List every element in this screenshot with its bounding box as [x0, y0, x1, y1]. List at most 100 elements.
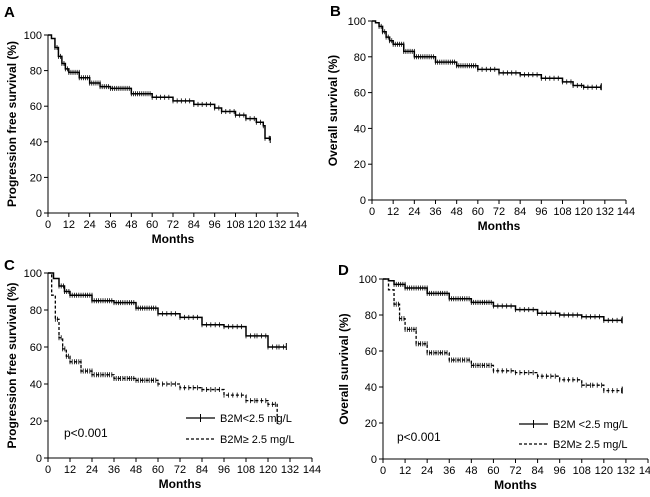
y-tick-label: 100 [348, 16, 366, 28]
x-tick-label: 60 [146, 219, 158, 231]
x-tick-label: 96 [535, 206, 547, 218]
x-tick-label: 84 [196, 464, 208, 476]
y-tick-label: 20 [354, 159, 366, 171]
panel-B: B 0 20 40 60 80 100 0 12 24 36 48 60 72 84 96 108 120 132 1… [326, 3, 635, 233]
y-tick-label: 60 [354, 88, 366, 100]
x-tick-label: 60 [152, 464, 164, 476]
y-tick-label: 80 [30, 305, 42, 317]
x-tick-label: 24 [421, 465, 433, 477]
x-tick-label: 120 [259, 464, 277, 476]
x-tick-label: 48 [130, 464, 142, 476]
x-tick-label: 144 [639, 465, 650, 477]
panel-A: A 0 20 40 60 80 100 0 12 24 36 48 60 72 84 96 108 120 132 1… [4, 4, 307, 246]
x-tick-label: 144 [289, 219, 307, 231]
x-tick-label: 108 [226, 219, 244, 231]
x-tick-label: 36 [443, 465, 455, 477]
censor-marks [58, 283, 284, 350]
censor-marks [54, 316, 276, 407]
y-tick-label: 100 [24, 268, 42, 280]
x-tick-label: 24 [408, 206, 420, 218]
y-tick-label: 40 [365, 382, 377, 394]
x-axis-title: Months [159, 477, 202, 491]
y-tick-label: 20 [30, 416, 42, 428]
x-tick-label: 132 [617, 465, 635, 477]
x-tick-label: 144 [303, 464, 321, 476]
censor-marks [393, 281, 622, 323]
y-tick-label: 40 [30, 137, 42, 149]
y-tick-label: 100 [359, 274, 377, 286]
y-tick-label: 40 [354, 123, 366, 135]
x-tick-label: 12 [387, 206, 399, 218]
panel-C: C 0 20 40 60 80 100 0 12 24 36 48 60 72 84 96 108 120 132 1… [4, 257, 321, 491]
y-tick-label: 0 [36, 208, 42, 220]
p-value-annotation: p<0.001 [397, 430, 441, 444]
legend-label: B2M <2.5 mg/L [553, 419, 628, 431]
x-tick-label: 132 [268, 219, 286, 231]
y-axis-title: Overall survival (%) [337, 313, 351, 424]
x-tick-label: 132 [596, 206, 614, 218]
y-tick-label: 40 [30, 379, 42, 391]
x-tick-label: 108 [553, 206, 571, 218]
y-axis-title: Progression free survival (%) [5, 41, 19, 207]
panel-letter: A [4, 4, 15, 21]
x-tick-label: 84 [531, 465, 543, 477]
x-tick-label: 0 [380, 465, 386, 477]
x-tick-label: 72 [509, 465, 521, 477]
y-tick-label: 0 [360, 195, 366, 207]
y-tick-label: 80 [354, 52, 366, 64]
x-tick-label: 132 [281, 464, 299, 476]
x-tick-label: 120 [595, 465, 613, 477]
censor-marks [393, 301, 622, 394]
y-tick-label: 0 [371, 454, 377, 466]
censor-marks [378, 23, 601, 90]
x-tick-label: 84 [188, 219, 200, 231]
censor-marks [54, 44, 270, 141]
p-value-annotation: p<0.001 [64, 426, 108, 440]
series-line-solid [372, 20, 602, 88]
legend-label: B2M<2.5 mg/L [220, 413, 292, 425]
legend-label: B2M≥ 2.5 mg/L [553, 439, 628, 451]
x-tick-label: 0 [369, 206, 375, 218]
y-tick-label: 80 [30, 66, 42, 78]
x-tick-label: 24 [84, 219, 96, 231]
x-tick-label: 84 [514, 206, 526, 218]
y-tick-label: 60 [30, 101, 42, 113]
series-line-solid [48, 34, 271, 141]
y-tick-label: 100 [24, 30, 42, 42]
x-tick-label: 120 [574, 206, 592, 218]
x-tick-label: 108 [237, 464, 255, 476]
x-tick-label: 48 [125, 219, 137, 231]
y-tick-label: 20 [365, 418, 377, 430]
x-tick-label: 96 [554, 465, 566, 477]
y-tick-label: 60 [365, 346, 377, 358]
x-tick-label: 36 [104, 219, 116, 231]
x-tick-label: 0 [45, 219, 51, 231]
x-tick-label: 144 [617, 206, 635, 218]
y-tick-label: 80 [365, 310, 377, 322]
x-tick-label: 96 [218, 464, 230, 476]
x-tick-label: 0 [45, 464, 51, 476]
x-tick-label: 96 [209, 219, 221, 231]
x-tick-label: 48 [465, 465, 477, 477]
x-tick-label: 60 [472, 206, 484, 218]
series-line-dashed [383, 278, 623, 392]
series-line-solid [383, 278, 623, 322]
x-tick-label: 120 [247, 219, 265, 231]
panel-D: D 0 20 40 60 80 100 0 12 24 36 48 60 72 84 96 108 120 132 1… [337, 262, 650, 492]
x-tick-label: 12 [64, 464, 76, 476]
x-tick-label: 72 [167, 219, 179, 231]
legend-label: B2M≥ 2.5 mg/L [220, 434, 295, 446]
x-tick-label: 60 [487, 465, 499, 477]
x-tick-label: 12 [63, 219, 75, 231]
x-tick-label: 36 [429, 206, 441, 218]
x-tick-label: 48 [451, 206, 463, 218]
x-tick-label: 72 [174, 464, 186, 476]
x-tick-label: 24 [86, 464, 98, 476]
x-tick-label: 108 [573, 465, 591, 477]
y-tick-label: 0 [36, 453, 42, 465]
y-axis-title: Progression free survival (%) [5, 282, 19, 448]
y-tick-label: 60 [30, 342, 42, 354]
x-tick-label: 36 [108, 464, 120, 476]
panel-letter: C [4, 257, 15, 274]
